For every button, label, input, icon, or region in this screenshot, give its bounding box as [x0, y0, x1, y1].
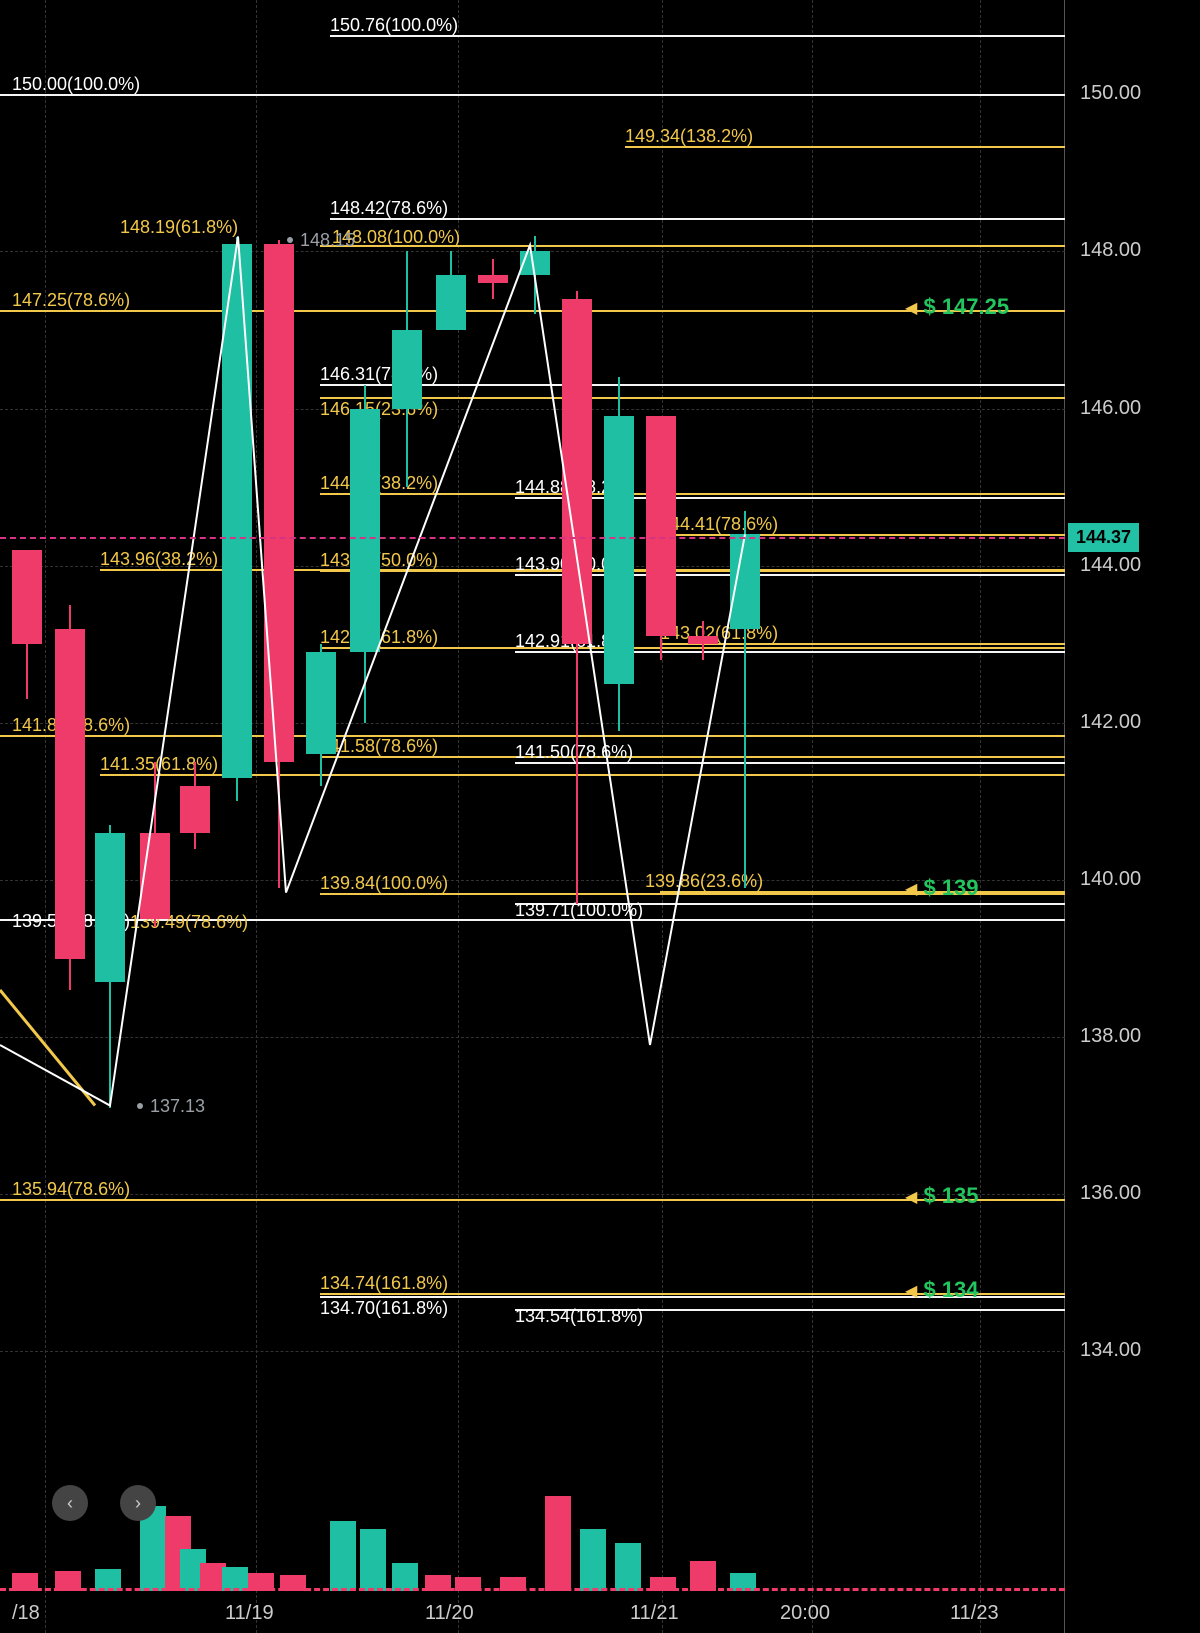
y-axis-tick: 134.00 — [1080, 1339, 1141, 1362]
candle-body — [436, 275, 466, 330]
grid-vertical — [256, 0, 257, 1633]
fib-level-label: 134.74(161.8%) — [320, 1273, 448, 1294]
price-dot — [137, 1103, 143, 1109]
candle-wick — [534, 236, 536, 315]
scroll-left-button[interactable]: ‹ — [52, 1485, 88, 1521]
price-marker: ◀ $ 139 — [905, 875, 979, 901]
candlestick-chart[interactable]: 150.00 148.00 146.00 144.00 142.00 140.00 138.… — [0, 0, 1200, 1633]
candle-body — [140, 833, 170, 919]
candle-body — [180, 786, 210, 833]
price-dot — [287, 237, 293, 243]
y-axis-tick: 140.00 — [1080, 868, 1141, 891]
scroll-right-button[interactable]: › — [120, 1485, 156, 1521]
candle-body — [562, 299, 592, 645]
candle-body — [478, 275, 508, 283]
candle-body — [222, 244, 252, 778]
volume-bar — [690, 1561, 716, 1591]
candle-body — [604, 416, 634, 683]
volume-bar — [330, 1521, 356, 1591]
fib-level-label: 149.34(138.2%) — [625, 126, 753, 147]
volume-bar — [545, 1496, 571, 1591]
fib-level-label: 143.96(38.2%) — [100, 549, 218, 570]
fib-level-label: 134.54(161.8%) — [515, 1306, 643, 1327]
fib-level-label: 141.58(78.6%) — [320, 736, 438, 757]
grid-horizontal — [0, 1351, 1065, 1352]
fib-level-label: 139.84(100.0%) — [320, 873, 448, 894]
volume-bar — [360, 1529, 386, 1591]
y-axis-tick: 146.00 — [1080, 397, 1141, 420]
fib-level-label: 148.19(61.8%) — [120, 217, 238, 238]
x-axis-tick: 11/23 — [950, 1602, 999, 1625]
y-axis-tick: 142.00 — [1080, 711, 1141, 734]
fib-level-label: 135.94(78.6%) — [12, 1179, 130, 1200]
volume-bar — [615, 1543, 641, 1591]
fib-level-label: 150.00(100.0%) — [12, 74, 140, 95]
candle-body — [95, 833, 125, 982]
volume-bar — [580, 1529, 606, 1591]
candle-body — [646, 416, 676, 636]
x-axis-tick: 11/20 — [425, 1602, 474, 1625]
price-dot-label: 137.13 — [150, 1096, 205, 1117]
fib-level-label: 134.70(161.8%) — [320, 1298, 448, 1319]
fib-level-line — [0, 94, 1065, 96]
candle-body — [12, 550, 42, 644]
fib-level-label: 148.42(78.6%) — [330, 198, 448, 219]
candle-body — [306, 652, 336, 754]
price-marker: ◀ $ 135 — [905, 1183, 979, 1209]
price-marker: ◀ $ 147.25 — [905, 294, 1009, 320]
fib-level-label: 144.41(78.6%) — [660, 514, 778, 535]
y-axis-tick: 136.00 — [1080, 1182, 1141, 1205]
grid-horizontal — [0, 1037, 1065, 1038]
x-axis-tick: 11/21 — [630, 1602, 679, 1625]
grid-vertical — [45, 0, 46, 1633]
current-price-line — [0, 537, 1065, 539]
y-axis-tick: 148.00 — [1080, 239, 1141, 262]
price-marker: ◀ $ 134 — [905, 1277, 979, 1303]
volume-baseline — [0, 1588, 1065, 1593]
fib-level-label: 141.35(61.8%) — [100, 754, 218, 775]
fib-level-label: 141.50(78.6%) — [515, 742, 633, 763]
candle-body — [55, 629, 85, 959]
x-axis-tick: 20:00 — [780, 1602, 830, 1625]
grid-horizontal — [0, 409, 1065, 410]
fib-level-label: 143.02(61.8%) — [660, 623, 778, 644]
fib-level-label: 147.25(78.6%) — [12, 290, 130, 311]
candle-body — [264, 244, 294, 763]
candle-body — [350, 409, 380, 653]
x-axis-tick: /18 — [12, 1602, 40, 1625]
fib-level-label: 150.76(100.0%) — [330, 15, 458, 36]
y-axis-tick: 144.00 — [1080, 554, 1141, 577]
volume-bar — [392, 1563, 418, 1591]
candle-body — [392, 330, 422, 409]
fib-level-label: 139.71(100.0%) — [515, 900, 643, 921]
current-price-badge: 144.37 — [1068, 523, 1139, 552]
y-axis-tick: 138.00 — [1080, 1025, 1141, 1048]
candle-body — [520, 251, 550, 275]
grid-horizontal — [0, 723, 1065, 724]
candle-body — [730, 534, 760, 628]
fib-level-line — [0, 735, 1065, 737]
candle-body — [688, 636, 718, 644]
price-dot-label: 148.15 — [300, 230, 355, 251]
y-axis-tick: 150.00 — [1080, 82, 1141, 105]
x-axis-tick: 11/19 — [225, 1602, 274, 1625]
